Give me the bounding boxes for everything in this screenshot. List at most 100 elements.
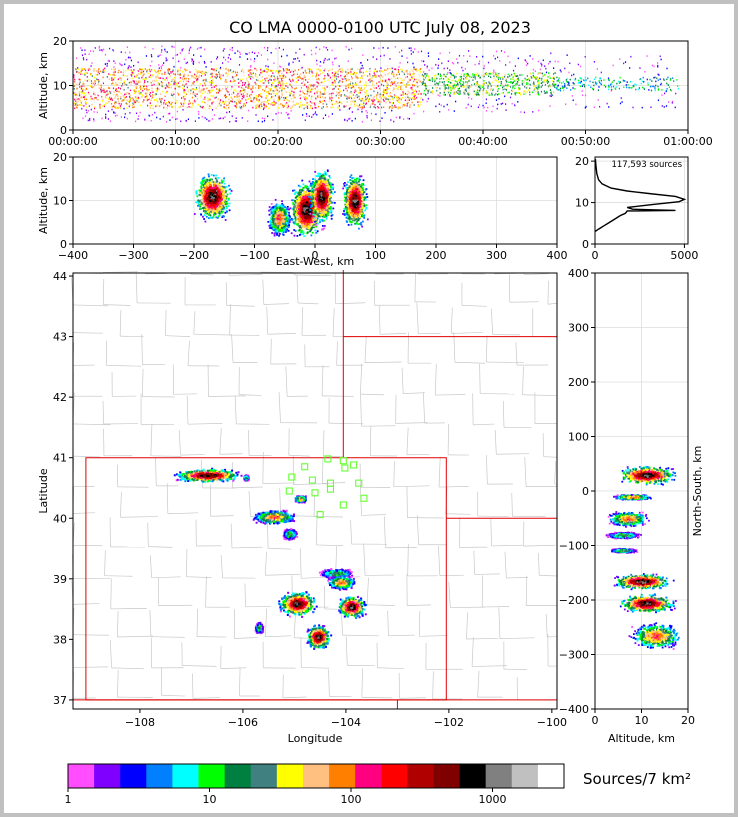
time-height-source-mark: [495, 85, 497, 88]
time-height-source-mark: [346, 119, 348, 122]
time-height-source-mark: [530, 72, 532, 74]
time-height-source-mark: [238, 82, 240, 84]
time-height-source-mark: [246, 80, 248, 82]
time-height-source-mark: [361, 64, 363, 67]
time-height-source-mark: [402, 92, 404, 94]
time-height-source-mark: [346, 78, 348, 80]
time-height-source-mark: [537, 60, 539, 63]
east-west-source-mark: [221, 189, 224, 192]
east-west-source-mark: [217, 188, 220, 191]
time-height-source-mark: [413, 98, 415, 101]
time-height-source-mark: [79, 73, 82, 75]
time-height-source-mark: [477, 91, 479, 94]
time-height-source-mark: [306, 107, 309, 110]
time-height-source-mark: [655, 80, 657, 83]
time-height-source-mark: [138, 77, 140, 79]
time-height-source-mark: [322, 87, 324, 89]
time-height-source-mark: [536, 77, 538, 80]
time-height-source-mark: [319, 96, 322, 99]
time-height-source-mark: [209, 81, 211, 84]
time-height-source-mark: [437, 82, 440, 85]
time-height-source-mark: [380, 55, 382, 57]
time-height-source-mark: [488, 94, 490, 96]
time-height-source-mark: [413, 93, 415, 95]
time-height-source-mark: [228, 101, 230, 103]
time-height-source-mark: [118, 105, 121, 107]
time-height-source-mark: [198, 90, 200, 92]
time-height-source-mark: [353, 105, 355, 107]
time-height-source-mark: [478, 89, 481, 92]
time-height-source-mark: [509, 96, 512, 99]
time-height-source-mark: [209, 76, 212, 79]
time-height-source-mark: [363, 102, 365, 105]
time-height-source-mark: [505, 94, 507, 96]
time-height-source-mark: [364, 91, 366, 94]
time-height-source-mark: [443, 91, 445, 94]
time-height-source-mark: [637, 88, 639, 91]
time-height-source-mark: [421, 60, 423, 62]
time-height-source-mark: [184, 89, 186, 91]
east-west-source-mark: [197, 199, 200, 202]
time-height-source-mark: [508, 81, 510, 84]
time-height-source-mark: [183, 102, 185, 104]
time-height-source-mark: [201, 101, 203, 103]
time-height-source-mark: [298, 106, 301, 108]
time-height-source-mark: [229, 48, 231, 51]
time-height-source-mark: [453, 75, 456, 78]
time-height-source-mark: [109, 97, 111, 99]
east-west-x-tick-label: −400: [58, 249, 88, 262]
time-height-source-mark: [427, 52, 429, 55]
time-height-source-mark: [278, 70, 280, 73]
time-height-source-mark: [238, 98, 240, 100]
east-west-source-mark: [213, 197, 216, 199]
time-height-source-mark: [228, 111, 231, 113]
time-height-source-mark: [155, 77, 157, 80]
time-height-source-mark: [90, 74, 92, 76]
time-height-source-mark: [304, 71, 307, 73]
time-height-source-mark: [274, 85, 277, 88]
time-height-source-mark: [105, 102, 107, 104]
time-height-source-mark: [250, 93, 252, 96]
time-height-source-mark: [180, 103, 183, 105]
time-height-source-mark: [193, 60, 195, 63]
time-height-source-mark: [151, 97, 153, 100]
time-height-source-mark: [667, 76, 669, 79]
time-height-source-mark: [383, 54, 385, 57]
time-height-source-mark: [331, 99, 333, 102]
time-height-source-mark: [142, 89, 144, 92]
time-height-source-mark: [326, 103, 328, 106]
east-west-source-mark: [224, 219, 227, 221]
east-west-source-mark: [272, 228, 275, 231]
time-height-source-mark: [186, 61, 189, 64]
time-height-source-mark: [307, 86, 309, 89]
time-height-source-mark: [623, 62, 625, 65]
time-height-source-mark: [379, 103, 381, 106]
time-height-source-mark: [537, 85, 539, 88]
time-height-source-mark: [298, 60, 300, 62]
time-height-source-mark: [122, 74, 124, 76]
time-height-source-mark: [151, 68, 153, 71]
time-height-source-mark: [547, 62, 550, 65]
time-height-source-mark: [286, 96, 288, 99]
time-height-source-mark: [132, 102, 134, 105]
time-height-source-mark: [190, 84, 193, 87]
time-height-source-mark: [133, 90, 136, 92]
time-height-source-mark: [351, 120, 353, 122]
time-height-source-mark: [566, 78, 568, 80]
time-height-source-mark: [194, 94, 196, 97]
time-height-source-mark: [595, 76, 597, 79]
time-height-source-mark: [231, 81, 233, 83]
east-west-source-mark: [216, 191, 218, 194]
time-height-source-mark: [480, 88, 482, 90]
time-height-source-mark: [158, 83, 160, 85]
time-height-source-mark: [439, 110, 441, 113]
time-height-source-mark: [414, 68, 417, 71]
time-height-source-mark: [361, 99, 363, 102]
time-height-source-mark: [89, 117, 91, 120]
time-height-source-mark: [349, 81, 351, 83]
time-height-source-mark: [133, 69, 135, 71]
time-height-source-mark: [113, 111, 115, 113]
time-height-source-mark: [272, 95, 274, 98]
time-height-source-mark: [240, 100, 242, 102]
time-height-source-mark: [157, 76, 159, 79]
